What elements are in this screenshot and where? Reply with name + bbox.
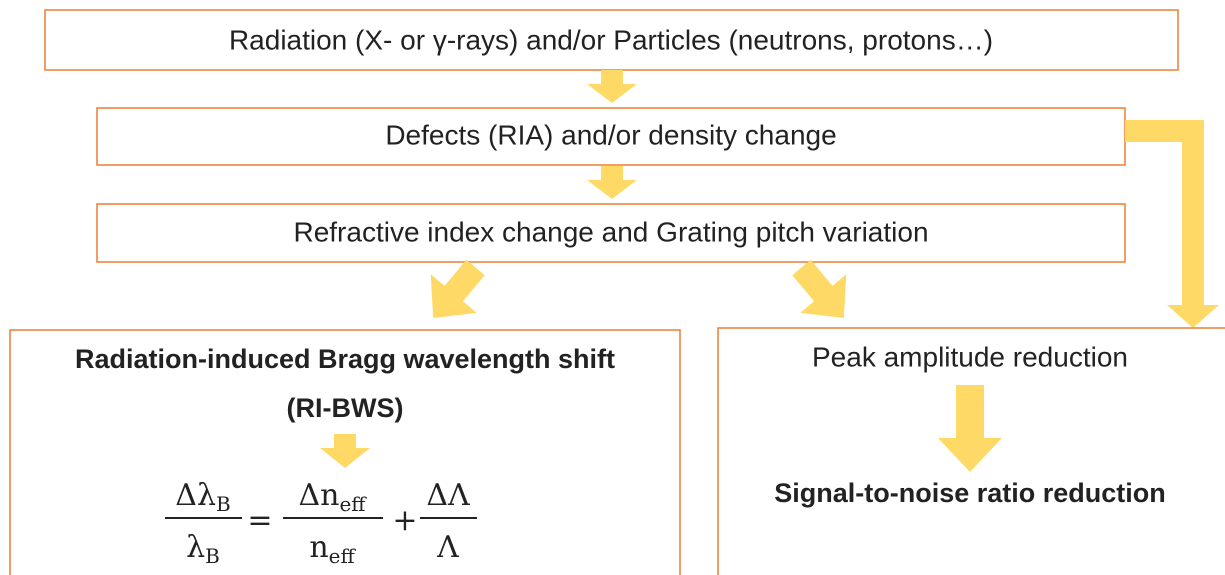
arrow xyxy=(320,434,370,468)
arrow xyxy=(430,259,485,319)
box xyxy=(96,203,1126,263)
box-result: Signal-to-noise ratio reduction xyxy=(774,478,1166,508)
arrow xyxy=(938,385,1002,472)
box-text: Defects (RIA) and/or density change xyxy=(385,119,836,150)
formula: + xyxy=(392,503,417,538)
box-text: Radiation (X- or γ-rays) and/or Particle… xyxy=(229,24,993,55)
box xyxy=(44,9,1179,71)
arrow xyxy=(587,70,637,103)
formula: neff xyxy=(309,530,356,568)
formula: Δneff xyxy=(298,478,367,516)
elbow-arrow xyxy=(1125,120,1204,306)
formula: ΔΛ xyxy=(426,478,470,513)
box-subtitle: (RI-BWS) xyxy=(287,393,404,423)
formula: = xyxy=(247,503,272,538)
box-text: Refractive index change and Grating pitc… xyxy=(293,216,928,247)
arrow xyxy=(587,166,637,199)
arrow-head xyxy=(1167,305,1219,328)
formula: ΔλB xyxy=(175,478,230,516)
box-title: Radiation-induced Bragg wavelength shift xyxy=(75,344,615,374)
formula: Λ xyxy=(436,530,459,565)
arrow xyxy=(792,259,847,319)
formula: λB xyxy=(186,530,220,568)
box-text: Peak amplitude reduction xyxy=(812,341,1128,372)
box xyxy=(96,107,1126,166)
